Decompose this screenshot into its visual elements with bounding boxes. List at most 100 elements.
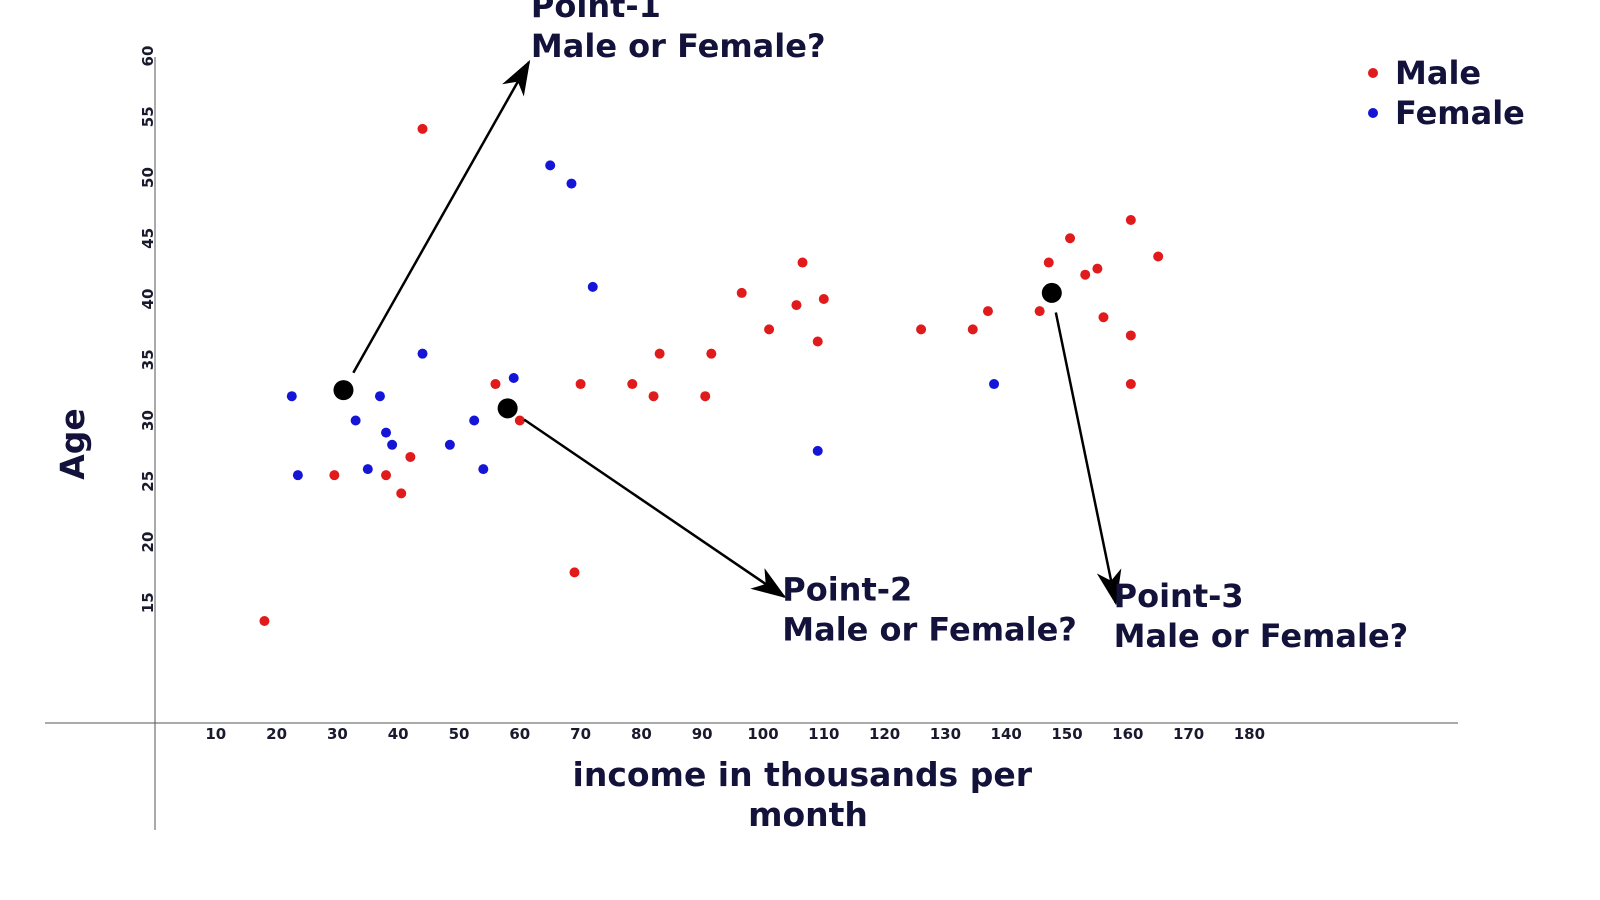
male-point <box>569 567 580 578</box>
query-point-3 <box>1041 282 1062 303</box>
x-tick-label: 60 <box>509 725 530 743</box>
point-1-annotation-line: Male or Female? <box>531 27 826 65</box>
male-point <box>381 470 392 481</box>
point-2-annotation-line: Point-2 <box>782 571 912 609</box>
male-point <box>1098 312 1109 323</box>
male-point <box>916 324 927 335</box>
male-point <box>818 294 829 304</box>
male-point <box>797 257 808 268</box>
female-point <box>381 427 392 438</box>
x-axis-title: income in thousands per month <box>573 755 1044 834</box>
male-point <box>1125 379 1136 390</box>
point-1-arrow <box>352 59 531 374</box>
y-tick-label: 20 <box>139 532 157 553</box>
x-tick-label: 150 <box>1051 725 1082 743</box>
male-point <box>812 336 823 347</box>
x-tick-label: 70 <box>570 725 591 743</box>
data-points <box>259 123 1164 626</box>
male-point <box>982 306 993 317</box>
female-point <box>374 391 385 402</box>
x-tick-label: 40 <box>388 725 409 743</box>
female-point <box>350 415 361 426</box>
male-point <box>396 488 407 499</box>
x-tick-label: 140 <box>991 725 1022 743</box>
x-axis-title-line-2: month <box>748 795 868 834</box>
y-tick-label: 35 <box>139 349 157 370</box>
x-tick-label: 20 <box>266 725 287 743</box>
y-axis-title: Age <box>53 408 92 480</box>
legend-female-marker <box>1368 108 1378 118</box>
legend-male-label: Male <box>1395 54 1481 92</box>
male-point <box>654 348 665 359</box>
male-point <box>259 615 270 626</box>
x-tick-label: 90 <box>692 725 713 743</box>
male-point <box>1125 215 1136 226</box>
point-3-annotation: Point-3 Male or Female? <box>1114 577 1409 655</box>
point-3-annotation-line: Point-3 <box>1114 577 1244 615</box>
point-2-arrow <box>523 418 787 599</box>
male-point <box>490 379 501 390</box>
y-tick-label: 45 <box>139 228 157 249</box>
male-point <box>575 379 586 390</box>
x-tick-label: 160 <box>1112 725 1143 743</box>
y-tick-label: 50 <box>139 167 157 188</box>
female-point <box>587 281 598 292</box>
y-tick-label: 15 <box>139 592 157 613</box>
female-point <box>812 445 823 456</box>
x-tick-label: 110 <box>808 725 839 743</box>
x-tick-label: 10 <box>205 725 226 743</box>
male-point <box>736 287 747 298</box>
female-point <box>292 470 303 481</box>
male-point <box>648 391 659 402</box>
male-point <box>627 379 638 390</box>
x-tick-label: 30 <box>327 725 348 743</box>
male-point <box>791 300 802 311</box>
x-tick-label: 120 <box>869 725 900 743</box>
point-2-annotation: Point-2 Male or Female? <box>782 571 1077 649</box>
x-tick-label: 130 <box>930 725 961 743</box>
female-point <box>387 439 398 450</box>
male-point <box>405 451 416 462</box>
female-point <box>469 415 480 426</box>
male-point <box>1125 330 1136 341</box>
female-point <box>417 348 428 359</box>
x-tick-label: 170 <box>1173 725 1204 743</box>
male-point <box>700 391 711 402</box>
point-3-arrow <box>1054 312 1122 606</box>
male-point <box>1043 257 1054 268</box>
point-2-annotation-line: Male or Female? <box>782 611 1077 649</box>
query-annotations: Point-1 Male or Female?Point-2 Male or Fem… <box>333 0 1408 655</box>
point-1-annotation-line: Point-1 <box>531 0 661 25</box>
male-point <box>1065 233 1076 244</box>
female-point <box>286 391 297 402</box>
male-point <box>1092 263 1103 274</box>
male-point <box>329 470 340 481</box>
male-point <box>706 348 717 359</box>
point-1-annotation: Point-1 Male or Female? <box>531 0 826 65</box>
female-point <box>508 372 519 383</box>
female-point <box>566 178 577 189</box>
query-point-2 <box>497 398 518 419</box>
legend-male-marker <box>1368 68 1378 78</box>
male-point <box>1034 306 1045 317</box>
male-point <box>967 324 978 335</box>
x-tick-label: 50 <box>449 725 470 743</box>
y-tick-label: 60 <box>139 46 157 67</box>
male-point <box>1080 269 1091 280</box>
x-tick-label: 100 <box>747 725 778 743</box>
legend-female-label: Female <box>1395 94 1525 132</box>
y-tick-labels: 15 20 25 30 35 40 45 50 55 60 <box>139 46 157 614</box>
x-axis-title-line-1: income in thousands per <box>573 755 1033 794</box>
male-point <box>514 415 525 426</box>
male-point <box>764 324 775 335</box>
point-3-annotation-line: Male or Female? <box>1114 617 1409 655</box>
x-tick-label: 180 <box>1234 725 1265 743</box>
x-tick-labels: 10 20 30 40 50 60 70 80 90 100 110 120 130 140 150 160 1… <box>205 725 1265 743</box>
female-point <box>545 160 556 171</box>
male-point <box>417 123 428 134</box>
female-point <box>478 464 489 475</box>
y-tick-label: 25 <box>139 471 157 492</box>
y-tick-label: 40 <box>139 289 157 310</box>
